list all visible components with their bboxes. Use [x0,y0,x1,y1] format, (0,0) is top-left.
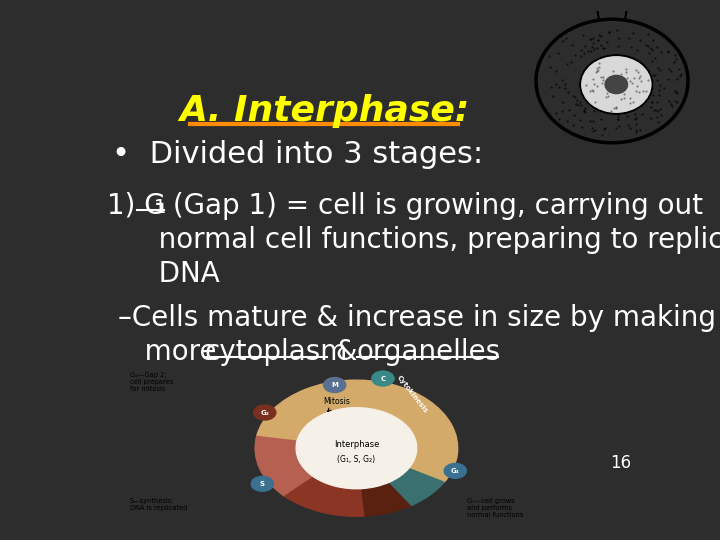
Wedge shape [297,408,417,468]
Text: normal cell functions, preparing to replicate: normal cell functions, preparing to repl… [132,226,720,254]
Wedge shape [356,448,390,489]
Wedge shape [356,448,409,482]
Text: cytoplasm: cytoplasm [204,338,348,366]
Text: (Gap 1) = cell is growing, carrying out: (Gap 1) = cell is growing, carrying out [164,192,703,220]
Circle shape [372,371,394,386]
Wedge shape [256,380,458,482]
Text: •  Divided into 3 stages:: • Divided into 3 stages: [112,140,483,168]
Circle shape [444,463,467,478]
Wedge shape [356,448,412,516]
Text: Mitosis: Mitosis [324,397,351,411]
Text: DNA: DNA [132,260,220,288]
Circle shape [580,55,652,114]
Text: 1: 1 [153,198,166,217]
Circle shape [253,405,276,420]
Text: A. Interphase:: A. Interphase: [179,94,469,128]
Wedge shape [356,448,444,505]
Text: G₂—Gap 2;
cell prepares
for mitosis: G₂—Gap 2; cell prepares for mitosis [130,372,173,392]
Wedge shape [255,436,356,496]
Circle shape [251,476,274,491]
Text: Interphase: Interphase [333,441,379,449]
Text: C: C [380,375,385,382]
Wedge shape [314,448,361,489]
Text: Cytokinesis: Cytokinesis [395,375,428,415]
Circle shape [323,377,346,393]
Text: organelles: organelles [356,338,501,366]
Text: S—synthesis;
DNA is replicated: S—synthesis; DNA is replicated [130,498,187,511]
Text: (G₁, S, G₂): (G₁, S, G₂) [338,455,375,464]
Wedge shape [296,441,356,477]
Text: G₁—cell grows
and performs
normal functions: G₁—cell grows and performs normal functi… [467,498,523,518]
Circle shape [605,76,628,93]
Text: more: more [118,338,225,366]
Text: G₁: G₁ [451,468,460,474]
Text: –Cells mature & increase in size by making: –Cells mature & increase in size by maki… [118,304,716,332]
Text: M: M [331,382,338,388]
Text: 16: 16 [610,454,631,472]
Text: &: & [327,338,366,366]
Text: G₂: G₂ [261,409,269,416]
Text: S: S [260,481,265,487]
Text: 1) G: 1) G [107,192,166,220]
Wedge shape [285,448,365,516]
